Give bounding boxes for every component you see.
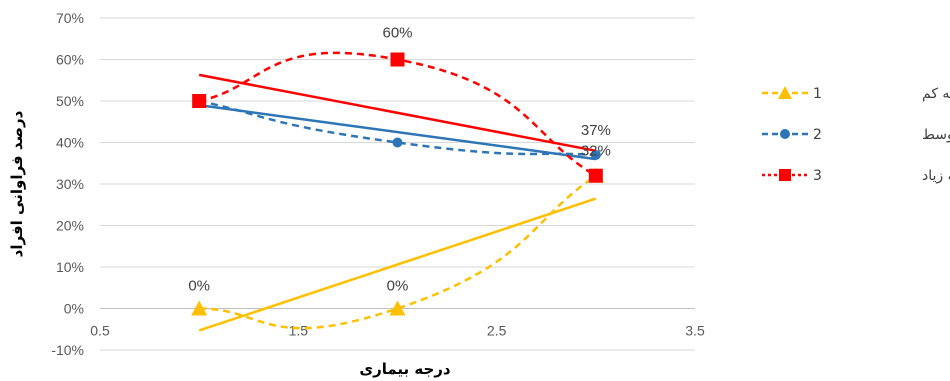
data-point: [191, 300, 208, 316]
data-point: [389, 300, 406, 316]
y-tick-label: 70%: [56, 10, 84, 26]
trend-line: [198, 197, 597, 332]
data-labels: 0% 0% 37% 60% 32%: [188, 25, 611, 295]
data-label: 0%: [188, 278, 210, 295]
y-tick-label: 20%: [56, 218, 84, 234]
data-label: 37%: [581, 122, 611, 139]
y-tick-label: 30%: [56, 176, 84, 192]
trend-line: [198, 103, 597, 161]
y-tick-label: 50%: [56, 93, 84, 109]
legend-label: علاقه زیاد: [922, 168, 950, 184]
legend-marker: [780, 129, 790, 139]
legend-marker: [778, 86, 792, 99]
data-label: 32%: [581, 143, 611, 160]
legend-label: علاقه متوسط: [922, 127, 950, 143]
y-tick-label: -10%: [51, 342, 84, 358]
gridlines: [100, 17, 695, 351]
series-curve: [198, 99, 596, 157]
data-label: 60%: [382, 25, 412, 42]
x-tick-label: 0.5: [90, 323, 110, 339]
y-tick-label: 0%: [64, 301, 84, 317]
data-point: [392, 137, 403, 148]
legend-number: 1: [813, 86, 822, 102]
legend-label: علاقه کم: [922, 86, 950, 102]
data-label: 0%: [387, 278, 409, 295]
legend-marker: [779, 169, 791, 181]
data-point: [192, 94, 207, 108]
y-axis-ticks: -10% 0% 10% 20% 30% 40% 50% 60% 70%: [51, 10, 84, 358]
legend-number: 3: [813, 168, 822, 184]
data-point: [588, 168, 603, 183]
trend-lines: [198, 73, 597, 332]
x-tick-label: 1.5: [289, 323, 309, 339]
x-axis-ticks: 0.5 1.5 2.5 3.5: [90, 323, 705, 339]
legend: 1 علاقه کم 2 علاقه متوسط 3 علاقه زیاد: [762, 86, 950, 184]
y-tick-label: 10%: [56, 259, 84, 275]
y-tick-label: 60%: [56, 52, 84, 68]
y-tick-label: 40%: [56, 135, 84, 151]
series-markers: [191, 52, 604, 316]
data-point: [390, 52, 405, 67]
trend-line: [198, 73, 597, 153]
x-tick-label: 3.5: [685, 323, 705, 339]
x-tick-label: 2.5: [487, 323, 507, 339]
data-point: [590, 149, 601, 160]
y-axis-title: درصد فراوانی افراد: [8, 110, 26, 257]
legend-number: 2: [813, 127, 822, 143]
x-axis-title: درجه بیماری: [359, 360, 451, 378]
series-curve: [199, 174, 597, 330]
